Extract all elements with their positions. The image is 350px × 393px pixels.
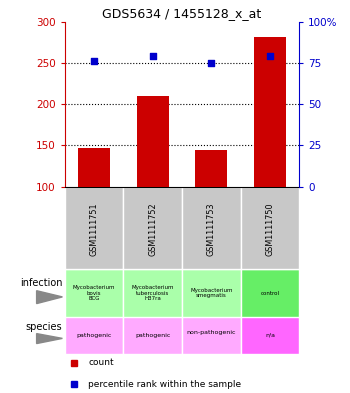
- Title: GDS5634 / 1455128_x_at: GDS5634 / 1455128_x_at: [102, 7, 262, 20]
- Bar: [241, 317, 299, 354]
- Bar: [254, 37, 286, 187]
- Bar: [65, 317, 123, 354]
- Bar: [123, 317, 182, 354]
- Text: count: count: [88, 358, 114, 367]
- Text: GSM1111753: GSM1111753: [207, 203, 216, 256]
- Bar: [123, 269, 182, 317]
- Bar: [241, 187, 299, 269]
- Point: [91, 58, 97, 64]
- Text: Mycobacterium
tuberculosis
H37ra: Mycobacterium tuberculosis H37ra: [132, 285, 174, 301]
- Polygon shape: [37, 334, 62, 343]
- Bar: [78, 148, 110, 187]
- Text: GSM1111751: GSM1111751: [90, 203, 99, 256]
- Text: pathogenic: pathogenic: [135, 333, 170, 338]
- Text: n/a: n/a: [265, 333, 275, 338]
- Point: [267, 53, 273, 59]
- Bar: [123, 187, 182, 269]
- Bar: [182, 269, 241, 317]
- Bar: [65, 269, 123, 317]
- Bar: [65, 187, 123, 269]
- Bar: [182, 187, 241, 269]
- Text: species: species: [26, 322, 62, 332]
- Bar: [195, 151, 228, 187]
- Point: [150, 53, 155, 59]
- Bar: [182, 317, 241, 354]
- Text: Mycobacterium
smegmatis: Mycobacterium smegmatis: [190, 288, 232, 299]
- Polygon shape: [37, 291, 62, 304]
- Text: percentile rank within the sample: percentile rank within the sample: [88, 380, 242, 389]
- Text: control: control: [260, 290, 279, 296]
- Bar: [136, 96, 169, 187]
- Bar: [241, 269, 299, 317]
- Text: infection: infection: [20, 277, 62, 288]
- Text: GSM1111750: GSM1111750: [265, 203, 274, 256]
- Text: non-pathogenic: non-pathogenic: [187, 330, 236, 341]
- Text: Mycobacterium
bovis
BCG: Mycobacterium bovis BCG: [73, 285, 115, 301]
- Text: pathogenic: pathogenic: [76, 333, 112, 338]
- Point: [209, 60, 214, 66]
- Text: GSM1111752: GSM1111752: [148, 203, 157, 256]
